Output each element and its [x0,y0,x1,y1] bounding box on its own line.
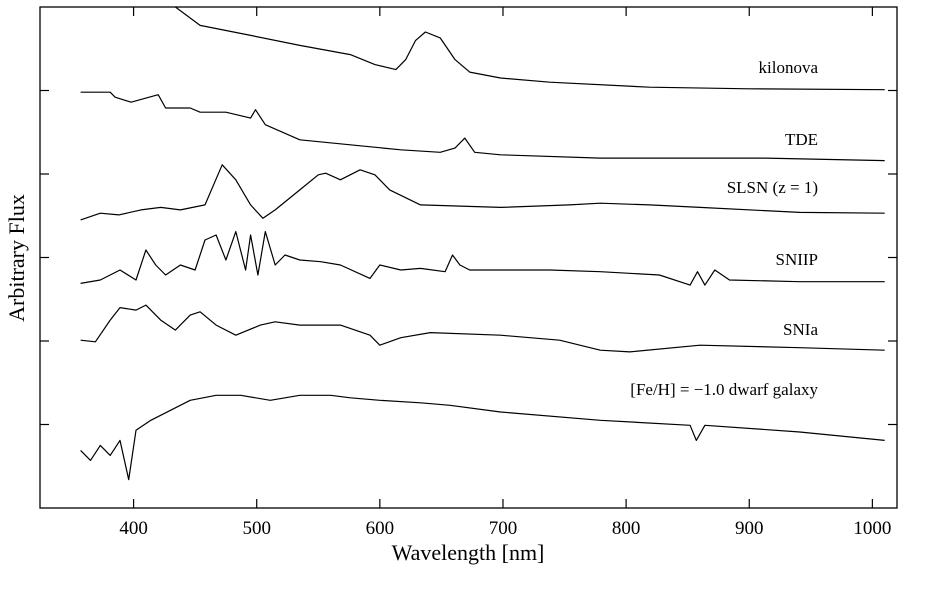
series-label: [Fe/H] = −1.0 dwarf galaxy [630,380,818,399]
x-axis-label: Wavelength [nm] [392,540,545,565]
plot-area [80,7,885,481]
y-axis-label: Arbitrary Flux [4,194,29,322]
series-label: TDE [785,130,818,149]
x-tick-label: 900 [735,518,764,539]
spectrum-line [175,7,885,91]
spectrum-line [80,394,885,481]
series-label: kilonova [759,58,819,77]
series-label: SNIa [783,320,818,339]
spectrum-line [80,91,885,162]
spectrum-line [80,164,885,221]
x-tick-label: 700 [489,518,518,539]
x-tick-label: 500 [242,518,271,539]
spectrum-line [80,304,885,353]
x-tick-label: 400 [119,518,148,539]
spectrum-line [80,231,885,286]
series-label: SLSN (z = 1) [727,178,818,197]
x-tick-label: 600 [366,518,395,539]
plot-frame [39,6,898,509]
series-label: SNIIP [775,250,818,269]
x-tick-label: 1000 [853,518,891,539]
x-tick-label: 800 [612,518,641,539]
